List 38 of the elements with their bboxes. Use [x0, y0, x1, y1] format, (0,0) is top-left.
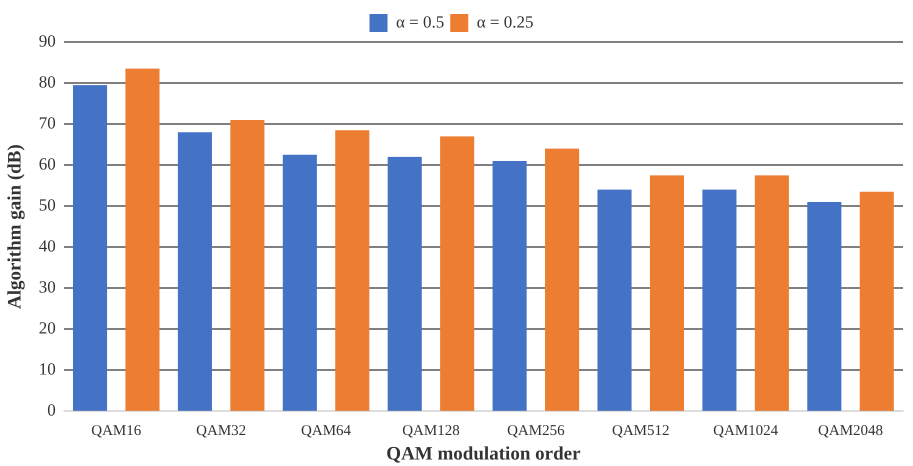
x-tick-label: QAM1024: [713, 423, 779, 440]
bar: [597, 190, 632, 411]
y-tick-label: 20: [38, 318, 56, 338]
y-tick-label: 70: [38, 114, 56, 133]
y-tick-label: 0: [47, 400, 56, 420]
bar: [807, 202, 842, 411]
x-tick-label: QAM64: [301, 423, 352, 440]
y-tick-label: 90: [38, 31, 56, 50]
bar: [650, 175, 684, 411]
x-tick-label: QAM32: [196, 423, 246, 440]
bar: [702, 190, 736, 411]
bar: [545, 148, 580, 411]
bar: [282, 154, 317, 411]
y-tick-label: 40: [38, 236, 56, 256]
bar: [440, 136, 474, 411]
x-tick-label: QAM256: [507, 423, 566, 440]
bar: [178, 132, 212, 411]
x-axis-title: QAM modulation order: [386, 444, 582, 465]
y-tick-label: 50: [38, 196, 56, 215]
bar: [754, 175, 789, 411]
legend-label: α = 0.5: [396, 12, 444, 32]
x-tick-label: QAM2048: [818, 423, 884, 440]
bar: [388, 156, 422, 411]
bar: [125, 68, 160, 411]
y-tick-label: 30: [38, 278, 56, 297]
bar: [492, 160, 527, 411]
x-tick-label: QAM16: [91, 423, 142, 440]
legend-label: α = 0.25: [476, 12, 534, 32]
y-tick-label: 80: [38, 72, 56, 92]
bar: [860, 192, 894, 411]
bar: [72, 85, 108, 411]
x-tick-label: QAM512: [612, 423, 670, 440]
bar: [335, 130, 370, 411]
y-tick-label: 10: [38, 360, 56, 379]
y-axis-title: Algorithm gain (dB): [4, 144, 26, 309]
y-tick-label: 60: [38, 154, 56, 174]
bar: [230, 120, 264, 411]
x-tick-label: QAM128: [402, 423, 460, 440]
